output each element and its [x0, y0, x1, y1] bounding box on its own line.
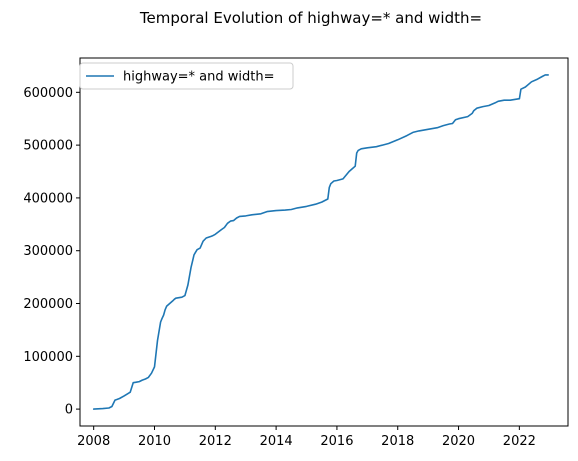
x-axis: 2008 2010 2012 2014 2016 2018 2020 2022 — [77, 426, 536, 449]
chart-title: Temporal Evolution of highway=* and widt… — [139, 9, 482, 27]
x-tick-label: 2014 — [260, 434, 293, 449]
x-tick-label: 2022 — [503, 434, 536, 449]
series-layer — [92, 74, 550, 410]
x-tick-label: 2010 — [138, 434, 171, 449]
legend: highway=* and width= — [79, 62, 294, 90]
legend-box — [79, 62, 294, 90]
y-tick-label: 400000 — [23, 191, 73, 206]
y-tick-label: 0 — [65, 403, 73, 418]
series-line — [92, 74, 550, 410]
y-tick-label: 200000 — [23, 297, 73, 312]
y-tick-label: 500000 — [23, 139, 73, 154]
plot-area — [79, 57, 569, 427]
y-axis: 0 100000 200000 300000 400000 500000 600000 — [23, 86, 80, 418]
legend-label: highway=* and width= — [123, 70, 274, 85]
x-tick-label: 2018 — [381, 434, 414, 449]
x-tick-label: 2012 — [199, 434, 232, 449]
x-tick-label: 2008 — [77, 434, 110, 449]
y-tick-label: 600000 — [23, 86, 73, 101]
y-tick-label: 300000 — [23, 244, 73, 259]
y-tick-label: 100000 — [23, 350, 73, 365]
x-tick-label: 2016 — [320, 434, 353, 449]
x-tick-label: 2020 — [442, 434, 475, 449]
axes-frame — [79, 57, 569, 427]
